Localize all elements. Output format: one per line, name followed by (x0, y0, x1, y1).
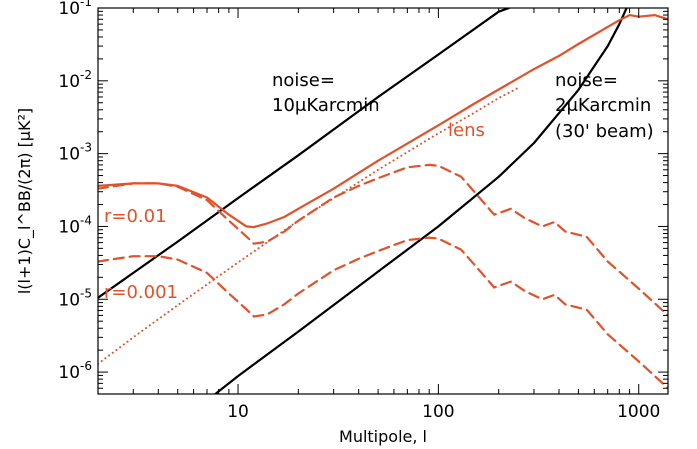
r0001-label: r=0.001 (104, 282, 178, 303)
series-r001 (98, 163, 668, 317)
x-tick-label: 100 (422, 402, 454, 422)
noise10-label-line1: noise= (272, 70, 335, 91)
lens-label: lens (448, 120, 485, 141)
y-tick-label: 10-2 (58, 68, 92, 92)
noise2-label-line1: noise= (555, 70, 618, 91)
y-axis-title: l(l+1)C_l^BB/(2π) [μK²] (15, 108, 35, 294)
noise2-label-line2: 2μKarcmin (555, 95, 651, 116)
plot-frame (97, 7, 669, 395)
y-tick-label: 10-5 (58, 286, 92, 310)
tick-layer (97, 7, 668, 395)
noise10-label-line2: 10μKarcmin (272, 95, 380, 116)
series-noise10 (98, 8, 510, 299)
series-r0001 (98, 236, 668, 390)
y-tick-label: 10-4 (58, 213, 92, 237)
x-axis-title: Multipole, l (339, 427, 427, 446)
series-noise2 (214, 8, 628, 394)
series-total_r001 (98, 14, 668, 229)
x-tick-label: 10 (227, 402, 249, 422)
series-layer (98, 8, 668, 394)
noise2-label-line3: (30' beam) (555, 121, 654, 142)
label-layer: 10 100 1000 10-6 10-5 10-4 10-3 10-2 10-1 (58, 0, 660, 422)
r001-label: r=0.01 (104, 206, 167, 227)
y-tick-label: 10-1 (58, 0, 92, 19)
y-tick-label: 10-3 (58, 141, 92, 165)
y-tick-label: 10-6 (58, 359, 92, 383)
x-tick-label: 1000 (617, 402, 660, 422)
